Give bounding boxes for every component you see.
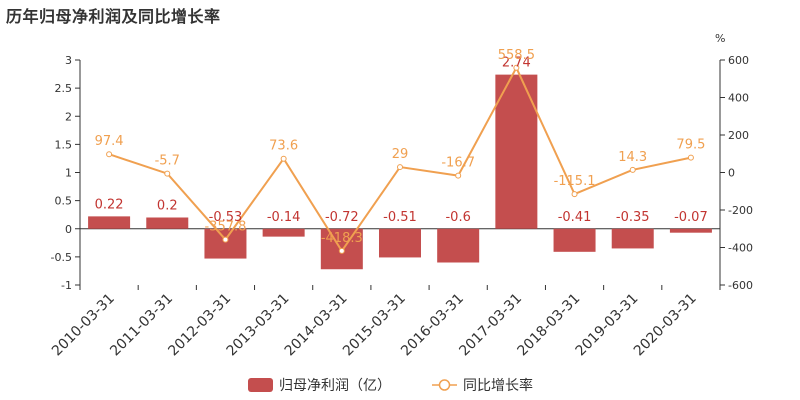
bar-series — [88, 74, 712, 270]
legend: 归母净利润（亿） 同比增长率 — [248, 377, 533, 394]
line-point — [338, 247, 345, 254]
bar-value-label: 2.74 — [502, 56, 531, 71]
y-right-tick-label: 600 — [728, 54, 749, 67]
bar — [146, 217, 189, 229]
bar — [553, 228, 596, 252]
line-value-label: -418.3 — [321, 231, 363, 246]
bar-value-label: -0.41 — [558, 210, 592, 225]
bar — [379, 228, 421, 258]
bar — [437, 228, 480, 263]
y-left-tick-label: 0.5 — [55, 195, 73, 208]
bar — [611, 228, 654, 249]
bar-value-label: -0.07 — [674, 210, 708, 225]
y-right-tick-label: 0 — [728, 167, 735, 180]
line-point — [687, 154, 694, 161]
bar-value-label: -0.72 — [325, 210, 359, 225]
bar-value-label: -0.53 — [209, 210, 243, 225]
bar — [669, 228, 712, 233]
line-value-label: -357.8 — [204, 220, 246, 235]
line-point — [164, 170, 171, 177]
bar-value-label: -0.14 — [267, 210, 301, 225]
line-point — [571, 191, 578, 198]
bar-value-label: 0.2 — [157, 199, 178, 214]
y-right-tick-label: -600 — [728, 279, 753, 292]
y-left-tick-label: 2 — [65, 110, 72, 123]
bar — [88, 216, 131, 229]
legend-bar-label: 归母净利润（亿） — [279, 377, 391, 394]
y-left-tick-label: -1 — [61, 279, 72, 292]
line-value-label: 79.5 — [676, 138, 705, 153]
legend-line-label: 同比增长率 — [463, 377, 533, 394]
line-value-label: 97.4 — [95, 134, 124, 149]
y-left-tick-label: 0 — [65, 223, 72, 236]
legend-bar-swatch — [248, 378, 273, 392]
line-value-label: -115.1 — [554, 174, 596, 189]
y-left-tick-label: 1 — [65, 167, 72, 180]
line-value-label: -16.7 — [441, 156, 475, 171]
line-value-label: -5.7 — [155, 154, 180, 169]
y-right-tick-label: 400 — [728, 92, 749, 105]
bar — [262, 228, 305, 237]
line-point — [397, 164, 403, 171]
y-right-tick-label: -200 — [728, 204, 753, 217]
y-left-tick-label: 2.5 — [55, 82, 73, 95]
line-value-label: 73.6 — [269, 139, 298, 154]
line-value-label: 14.3 — [618, 150, 647, 165]
y-left-tick-label: 1.5 — [55, 138, 73, 151]
legend-line-marker — [438, 379, 451, 391]
bar-value-label: -0.35 — [616, 210, 650, 225]
line-point — [629, 166, 636, 173]
line-point — [106, 151, 113, 158]
y-right-unit: % — [715, 32, 725, 45]
line-point — [222, 236, 229, 243]
y-right-tick-label: 200 — [728, 129, 749, 142]
y-left-tick-label: -0.5 — [51, 251, 72, 264]
axes: -1 -0.5 0 0.5 1 1.5 2 2.5 3 -600 -400 -200 0 200 400 60… — [49, 32, 753, 359]
bar-value-label: 0.22 — [95, 197, 124, 212]
bar-value-label: -0.6 — [445, 210, 470, 225]
line-point — [280, 155, 287, 162]
y-left-tick-label: 3 — [65, 54, 72, 67]
line-value-label: 558.5 — [498, 48, 535, 63]
line-series — [106, 64, 694, 254]
data-labels: 0.22 0.2 -0.53 -0.14 -0.72 -0.51 -0.6 2.74 -0.41… — [95, 48, 708, 246]
bar — [204, 228, 247, 259]
x-tick-label: 2020-03-31 — [631, 291, 700, 360]
y-right-tick-label: -400 — [728, 242, 753, 255]
line-value-label: 29 — [392, 147, 409, 162]
line-point — [513, 64, 520, 71]
bar-value-label: -0.51 — [383, 210, 417, 225]
chart-title: 历年归母净利润及同比增长率 — [6, 7, 221, 26]
line-point — [455, 172, 462, 179]
